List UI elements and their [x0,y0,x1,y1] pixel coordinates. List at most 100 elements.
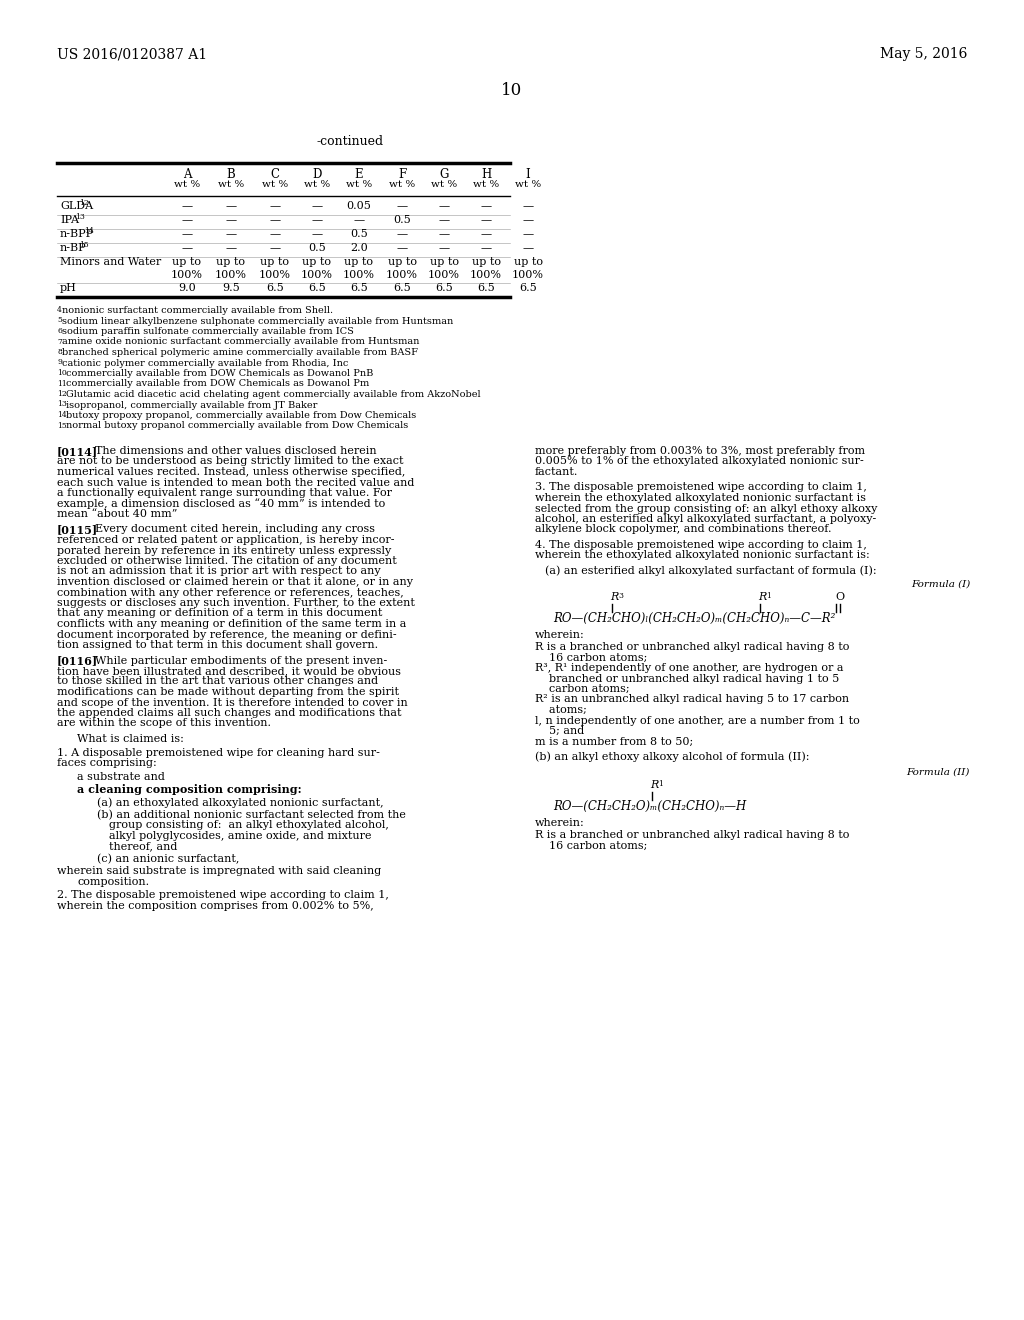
Text: 0.005% to 1% of the ethoxylated alkoxylated nonionic sur-: 0.005% to 1% of the ethoxylated alkoxyla… [535,457,864,466]
Text: amine oxide nonionic surfactant commercially available from Huntsman: amine oxide nonionic surfactant commerci… [61,338,419,346]
Text: n-BPP: n-BPP [60,228,94,239]
Text: 12: 12 [57,389,67,399]
Text: 6.5: 6.5 [477,282,495,293]
Text: Glutamic acid diacetic acid chelating agent commercially available from AkzoNobe: Glutamic acid diacetic acid chelating ag… [66,389,480,399]
Text: carbon atoms;: carbon atoms; [535,684,630,694]
Text: (b) an alkyl ethoxy alkoxy alcohol of formula (II):: (b) an alkyl ethoxy alkoxy alcohol of fo… [535,751,810,762]
Text: up to: up to [429,257,459,267]
Text: 100%: 100% [301,271,333,280]
Text: sodium linear alkylbenzene sulphonate commercially available from Huntsman: sodium linear alkylbenzene sulphonate co… [61,317,453,326]
Text: D: D [312,168,322,181]
Text: document incorporated by reference, the meaning or defini-: document incorporated by reference, the … [57,630,396,639]
Text: normal butoxy propanol commercially available from Dow Chemicals: normal butoxy propanol commercially avai… [66,421,408,430]
Text: —: — [269,201,281,211]
Text: While particular embodiments of the present inven-: While particular embodiments of the pres… [95,656,387,665]
Text: —: — [181,215,193,224]
Text: 9.5: 9.5 [222,282,240,293]
Text: porated herein by reference in its entirety unless expressly: porated herein by reference in its entir… [57,545,391,556]
Text: 13: 13 [75,213,85,220]
Text: 14: 14 [57,411,67,418]
Text: referenced or related patent or application, is hereby incor-: referenced or related patent or applicat… [57,535,394,545]
Text: and scope of the invention. It is therefore intended to cover in: and scope of the invention. It is theref… [57,697,408,708]
Text: May 5, 2016: May 5, 2016 [880,48,967,61]
Text: 6.5: 6.5 [350,282,368,293]
Text: 6.5: 6.5 [519,282,537,293]
Text: 6.5: 6.5 [308,282,326,293]
Text: (a) an esterified alkyl alkoxylated surfactant of formula (I):: (a) an esterified alkyl alkoxylated surf… [545,565,877,576]
Text: —: — [480,243,492,253]
Text: R³, R¹ independently of one another, are hydrogen or a: R³, R¹ independently of one another, are… [535,663,844,673]
Text: US 2016/0120387 A1: US 2016/0120387 A1 [57,48,207,61]
Text: alkylene block copolymer, and combinations thereof.: alkylene block copolymer, and combinatio… [535,524,831,535]
Text: 15: 15 [57,421,67,429]
Text: commercially available from DOW Chemicals as Dowanol PnB: commercially available from DOW Chemical… [66,370,373,378]
Text: nonionic surfactant commercially available from Shell.: nonionic surfactant commercially availab… [61,306,333,315]
Text: wt %: wt % [346,180,372,189]
Text: 100%: 100% [259,271,291,280]
Text: 16 carbon atoms;: 16 carbon atoms; [535,652,647,663]
Text: a functionally equivalent range surrounding that value. For: a functionally equivalent range surround… [57,488,392,498]
Text: selected from the group consisting of: an alkyl ethoxy alkoxy: selected from the group consisting of: a… [535,503,878,513]
Text: —: — [396,201,408,211]
Text: 16 carbon atoms;: 16 carbon atoms; [535,841,647,850]
Text: alcohol, an esterified alkyl alkoxylated surfactant, a polyoxy-: alcohol, an esterified alkyl alkoxylated… [535,513,877,524]
Text: The dimensions and other values disclosed herein: The dimensions and other values disclose… [95,446,377,455]
Text: up to: up to [513,257,543,267]
Text: numerical values recited. Instead, unless otherwise specified,: numerical values recited. Instead, unles… [57,467,406,477]
Text: wt %: wt % [262,180,288,189]
Text: example, a dimension disclosed as “40 mm” is intended to: example, a dimension disclosed as “40 mm… [57,499,385,510]
Text: sodium paraffin sulfonate commercially available from ICS: sodium paraffin sulfonate commercially a… [61,327,353,337]
Text: IPA: IPA [60,215,79,224]
Text: C: C [270,168,280,181]
Text: each such value is intended to mean both the recited value and: each such value is intended to mean both… [57,478,415,487]
Text: 6.5: 6.5 [393,282,411,293]
Text: 13: 13 [57,400,67,408]
Text: 5; and: 5; and [535,726,585,737]
Text: wherein:: wherein: [535,817,585,828]
Text: invention disclosed or claimed herein or that it alone, or in any: invention disclosed or claimed herein or… [57,577,413,587]
Text: m is a number from 8 to 50;: m is a number from 8 to 50; [535,737,693,747]
Text: (b) an additional nonionic surfactant selected from the: (b) an additional nonionic surfactant se… [97,810,406,820]
Text: H: H [481,168,492,181]
Text: group consisting of:  an alkyl ethoxylated alcohol,: group consisting of: an alkyl ethoxylate… [109,821,389,830]
Text: 100%: 100% [343,271,375,280]
Text: 11: 11 [57,380,67,388]
Text: 1: 1 [658,780,663,788]
Text: 10: 10 [57,370,67,378]
Text: cationic polymer commercially available from Rhodia, Inc: cationic polymer commercially available … [61,359,348,367]
Text: —: — [480,228,492,239]
Text: E: E [354,168,364,181]
Text: branched spherical polymeric amine commercially available from BASF: branched spherical polymeric amine comme… [61,348,418,356]
Text: Every document cited herein, including any cross: Every document cited herein, including a… [95,524,375,535]
Text: wt %: wt % [218,180,244,189]
Text: butoxy propoxy propanol, commercially available from Dow Chemicals: butoxy propoxy propanol, commercially av… [66,411,416,420]
Text: 7: 7 [57,338,61,346]
Text: tion have been illustrated and described, it would be obvious: tion have been illustrated and described… [57,667,401,676]
Text: 100%: 100% [512,271,544,280]
Text: 5: 5 [57,317,61,325]
Text: —: — [311,201,323,211]
Text: 1: 1 [766,591,771,599]
Text: —: — [522,243,534,253]
Text: 15: 15 [80,242,89,249]
Text: mean “about 40 mm”: mean “about 40 mm” [57,510,177,519]
Text: 100%: 100% [428,271,460,280]
Text: R: R [610,593,618,602]
Text: combination with any other reference or references, teaches,: combination with any other reference or … [57,587,403,598]
Text: R is a branched or unbranched alkyl radical having 8 to: R is a branched or unbranched alkyl radi… [535,830,849,840]
Text: —: — [225,201,237,211]
Text: more preferably from 0.003% to 3%, most preferably from: more preferably from 0.003% to 3%, most … [535,446,865,455]
Text: modifications can be made without departing from the spirit: modifications can be made without depart… [57,686,399,697]
Text: excluded or otherwise limited. The citation of any document: excluded or otherwise limited. The citat… [57,556,396,566]
Text: thereof, and: thereof, and [109,842,177,851]
Text: 9.0: 9.0 [178,282,196,293]
Text: [0114]: [0114] [57,446,98,457]
Text: —: — [225,243,237,253]
Text: wt %: wt % [515,180,541,189]
Text: up to: up to [260,257,290,267]
Text: are within the scope of this invention.: are within the scope of this invention. [57,718,271,729]
Text: —: — [269,228,281,239]
Text: faces comprising:: faces comprising: [57,758,157,768]
Text: —: — [269,215,281,224]
Text: (a) an ethoxylated alkoxylated nonionic surfactant,: (a) an ethoxylated alkoxylated nonionic … [97,797,384,808]
